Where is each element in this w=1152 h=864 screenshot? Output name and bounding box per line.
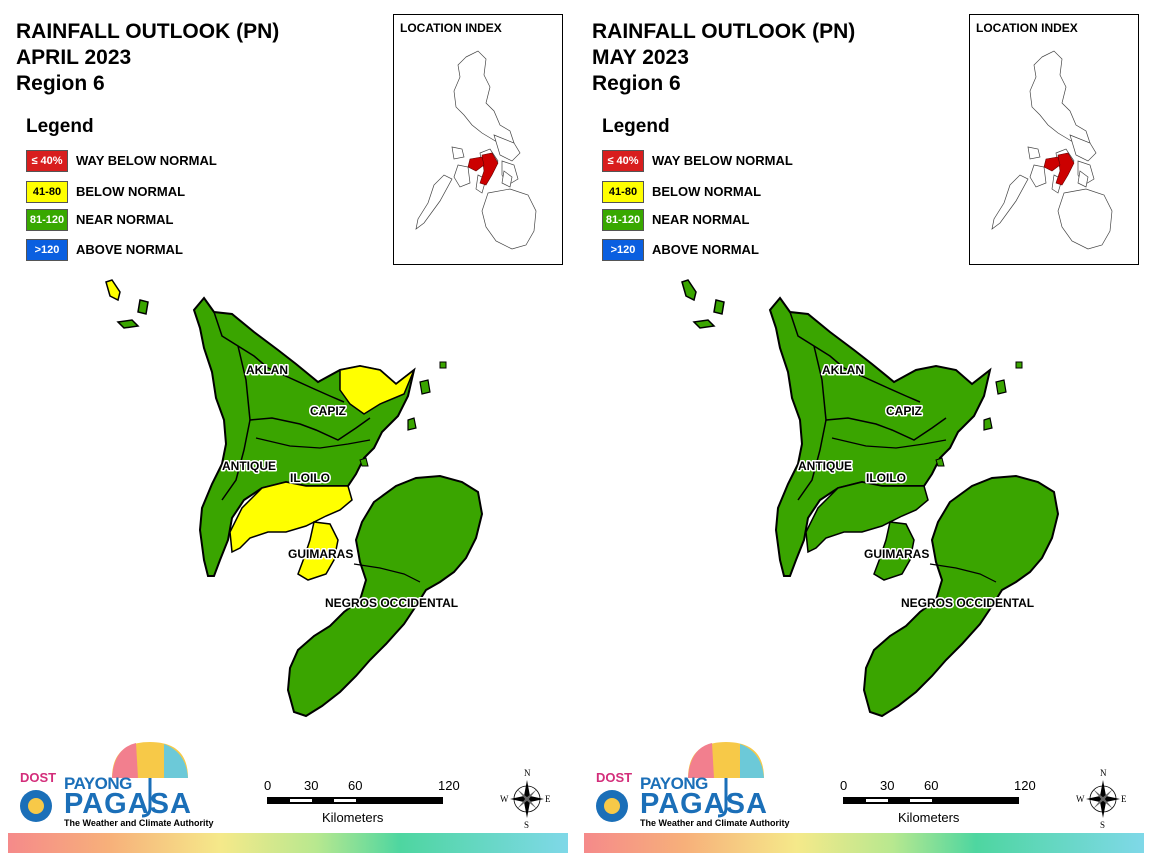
- guimaras-island: [873, 521, 915, 581]
- map-month: APRIL 2023: [16, 46, 132, 69]
- region-6-map: AKLAN CAPIZ ANTIQUE ILOILO GUIMARAS NEGR…: [105, 279, 484, 718]
- legend-swatch: >120: [26, 239, 68, 261]
- philippines-locator-map: [991, 50, 1113, 250]
- svg-text:S: S: [1100, 820, 1105, 830]
- umbrella-icon: [596, 742, 764, 822]
- logo-dost: DOST: [20, 770, 57, 785]
- legend-label: NEAR NORMAL: [76, 212, 174, 227]
- compass-rose-icon: N S W E: [500, 768, 551, 830]
- pagasa-logo: DOST PAYONG PAGASA The Weather and Clima…: [14, 738, 214, 833]
- legend-title: Legend: [26, 116, 94, 137]
- location-index-inset: LOCATION INDEX: [393, 14, 563, 265]
- capiz-ne-below-normal: [339, 365, 416, 415]
- region-6-highlight: [1043, 152, 1075, 186]
- footer-gradient-bar: [584, 833, 1144, 853]
- inset-title: LOCATION INDEX: [976, 21, 1078, 35]
- map-title: RAINFALL OUTLOOK (PN): [16, 20, 280, 43]
- svg-text:W: W: [1076, 794, 1085, 804]
- label-iloilo: ILOILO: [866, 471, 906, 485]
- logo-pagasa: PAGASA: [640, 788, 768, 820]
- svg-text:W: W: [500, 794, 509, 804]
- inset-title: LOCATION INDEX: [400, 21, 502, 35]
- scale-tick: 60: [924, 778, 939, 793]
- compass-rose-icon: N S W E: [1076, 768, 1127, 830]
- location-index-inset: LOCATION INDEX: [969, 14, 1139, 265]
- label-aklan: AKLAN: [822, 363, 864, 377]
- scale-tick: 120: [1014, 778, 1036, 793]
- negros-occidental: [862, 474, 1060, 718]
- label-guimaras: GUIMARAS: [864, 547, 929, 561]
- legend-swatch: ≤ 40%: [26, 150, 68, 172]
- logo-tagline: The Weather and Climate Authority: [640, 818, 790, 828]
- carabao-island: [105, 279, 121, 302]
- svg-text:E: E: [1121, 794, 1127, 804]
- umbrella-icon: [20, 742, 188, 822]
- logo-payong: PAYONG: [64, 774, 132, 793]
- footer-gradient-bar: [8, 833, 568, 853]
- pagasa-logo: DOST PAYONG PAGASA The Weather and Clima…: [590, 738, 790, 833]
- label-capiz: CAPIZ: [310, 404, 346, 418]
- legend-swatch: ≤ 40%: [602, 150, 644, 172]
- iloilo-south-below-normal: [229, 481, 353, 554]
- scale-tick: 120: [438, 778, 460, 793]
- label-antique: ANTIQUE: [798, 459, 852, 473]
- scale-tick: 0: [840, 778, 848, 793]
- legend-swatch: 81-120: [602, 209, 644, 231]
- guimaras-island: [297, 521, 339, 581]
- legend-swatch: >120: [602, 239, 644, 261]
- map-title: RAINFALL OUTLOOK (PN): [592, 20, 856, 43]
- map-region: Region 6: [16, 72, 105, 95]
- svg-text:N: N: [524, 768, 531, 778]
- carabao-island: [681, 279, 697, 302]
- legend-title: Legend: [602, 116, 670, 137]
- label-aklan: AKLAN: [246, 363, 288, 377]
- legend-swatch: 41-80: [26, 181, 68, 203]
- label-negros: NEGROS OCCIDENTAL: [901, 596, 1034, 610]
- scale-tick: 0: [264, 778, 272, 793]
- legend-label: WAY BELOW NORMAL: [76, 153, 217, 168]
- negros-occidental: [286, 474, 484, 718]
- legend-label: WAY BELOW NORMAL: [652, 153, 793, 168]
- logo-payong: PAYONG: [640, 774, 708, 793]
- legend-swatch: 81-120: [26, 209, 68, 231]
- scale-unit: Kilometers: [322, 810, 384, 825]
- scale-unit: Kilometers: [898, 810, 960, 825]
- label-capiz: CAPIZ: [886, 404, 922, 418]
- scale-bar: 0 30 60 120 Kilometers: [262, 778, 462, 828]
- legend-label: BELOW NORMAL: [76, 184, 186, 199]
- logo-pagasa: PAGASA: [64, 788, 192, 820]
- legend-swatch: 41-80: [602, 181, 644, 203]
- legend-label: ABOVE NORMAL: [76, 242, 183, 257]
- svg-text:S: S: [524, 820, 529, 830]
- legend-label: ABOVE NORMAL: [652, 242, 759, 257]
- scale-tick: 30: [304, 778, 319, 793]
- label-antique: ANTIQUE: [222, 459, 276, 473]
- iloilo-south: [805, 481, 929, 554]
- svg-text:N: N: [1100, 768, 1107, 778]
- svg-text:E: E: [545, 794, 551, 804]
- outlook-panel-april: RAINFALL OUTLOOK (PN) APRIL 2023 Region …: [8, 14, 568, 853]
- outlook-panel-may: RAINFALL OUTLOOK (PN) MAY 2023 Region 6 …: [576, 0, 1152, 864]
- label-negros: NEGROS OCCIDENTAL: [325, 596, 458, 610]
- scale-bar: 0 30 60 120 Kilometers: [838, 778, 1038, 828]
- legend-label: BELOW NORMAL: [652, 184, 762, 199]
- region-6-map: AKLAN CAPIZ ANTIQUE ILOILO GUIMARAS NEGR…: [681, 279, 1060, 718]
- label-guimaras: GUIMARAS: [288, 547, 353, 561]
- region-6-highlight: [467, 152, 499, 186]
- legend-label: NEAR NORMAL: [652, 212, 750, 227]
- logo-dost: DOST: [596, 770, 633, 785]
- map-month: MAY 2023: [592, 46, 689, 69]
- scale-tick: 60: [348, 778, 363, 793]
- label-iloilo: ILOILO: [290, 471, 330, 485]
- scale-tick: 30: [880, 778, 895, 793]
- map-region: Region 6: [592, 72, 681, 95]
- philippines-locator-map: [415, 50, 537, 250]
- logo-tagline: The Weather and Climate Authority: [64, 818, 214, 828]
